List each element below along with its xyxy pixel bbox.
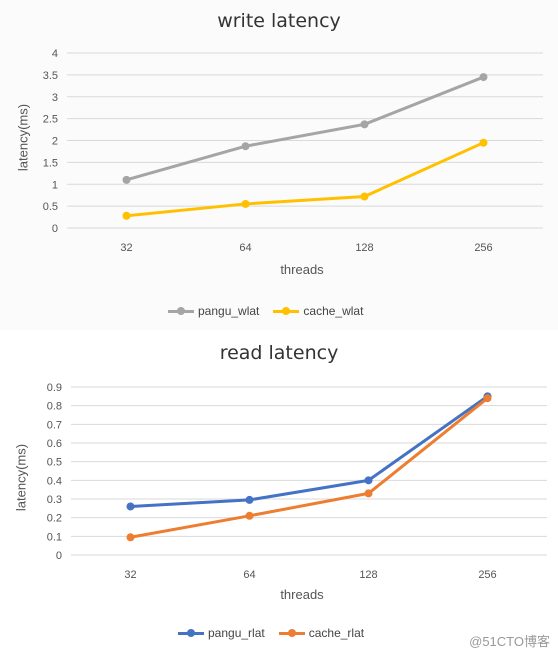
y-axis-label: latency(ms) [15,103,31,172]
y-tick-label: 0.3 [47,494,62,506]
legend-item: cache_rlat [278,626,365,640]
x-tick-label: 32 [120,242,132,254]
read-latency-chart: read latency 0 0.1 0.2 0.3 0.4 0.5 0.6 0.7 0.8 0.… [0,334,558,654]
write-latency-chart: write latency 0 0.5 1 1.5 2 2.5 3 3.5 4 32 64 128 25… [15,10,543,318]
data-point-cache_wlat [479,138,488,147]
data-point-cache_rlat [126,533,135,542]
series-line-pangu_rlat [130,395,489,508]
watermark: @51CTO博客 [469,634,550,649]
legend: pangu_rlat cache_rlat [178,626,378,640]
y-tick-label: 1 [52,179,58,191]
data-point-pangu_wlat [241,142,250,151]
data-point-pangu_wlat [479,73,488,82]
y-tick-label: 2 [52,136,58,148]
data-point-cache_wlat [241,199,250,208]
data-point-pangu_wlat [360,120,369,129]
data-point-cache_wlat [360,192,369,201]
series-line-pangu_wlat [126,75,485,182]
legend-label: cache_wlat [303,304,364,318]
y-tick-label: 0 [56,550,62,562]
y-tick-label: 2.5 [43,114,58,126]
y-axis-label: latency(ms) [13,443,29,512]
legend-item: pangu_rlat [178,626,265,640]
data-point-pangu_rlat [126,502,135,511]
legend: pangu_wlat cache_wlat [168,304,377,318]
x-axis-label: threads [280,262,324,277]
write-latency-plot: 0 0.5 1 1.5 2 2.5 3 3.5 4 32 64 128 256 [43,48,543,254]
legend-swatch [278,626,305,640]
y-tick-label: 0.6 [47,438,62,450]
y-tick-label: 0 [52,223,58,235]
y-tick-label: 4 [52,48,58,60]
data-point-cache_wlat [122,211,131,220]
y-tick-label: 3 [52,92,58,104]
read-latency-plot: 0 0.1 0.2 0.3 0.4 0.5 0.6 0.7 0.8 0.9 32 64 128 256 [47,382,547,581]
chart-title: write latency [217,10,341,32]
chart-title: read latency [219,342,339,364]
data-point-cache_rlat [483,394,492,403]
x-tick-label: 128 [355,242,373,254]
data-point-cache_rlat [364,489,373,498]
y-tick-label: 1.5 [43,157,58,169]
legend-label: cache_rlat [308,626,365,640]
x-tick-label: 128 [359,569,377,581]
y-tick-label: 0.9 [47,382,62,394]
y-tick-label: 0.5 [47,457,62,469]
x-tick-label: 256 [478,569,496,581]
legend-swatch [168,304,194,318]
y-tick-label: 0.8 [47,401,62,413]
y-tick-label: 0.4 [47,475,62,487]
data-point-pangu_rlat [245,495,254,504]
data-point-cache_rlat [245,511,254,520]
legend-item: pangu_wlat [168,304,259,318]
legend-swatch [273,304,300,318]
x-axis-label: threads [280,587,324,602]
data-point-pangu_rlat [364,476,373,485]
y-tick-label: 0.7 [47,419,62,431]
x-tick-label: 256 [474,242,492,254]
x-tick-label: 64 [239,242,251,254]
legend-label: pangu_rlat [208,626,265,640]
series-line-cache_wlat [126,141,485,218]
x-tick-label: 32 [124,569,136,581]
series-line-cache_rlat [130,397,489,539]
legend-label: pangu_wlat [198,304,260,318]
legend-item: cache_wlat [273,304,363,318]
x-tick-label: 64 [243,569,255,581]
data-point-pangu_wlat [122,175,131,184]
y-tick-label: 0.5 [43,201,58,213]
y-tick-label: 0.2 [47,513,62,525]
legend-swatch [178,626,204,640]
y-tick-label: 0.1 [47,531,62,543]
y-tick-label: 3.5 [43,70,58,82]
